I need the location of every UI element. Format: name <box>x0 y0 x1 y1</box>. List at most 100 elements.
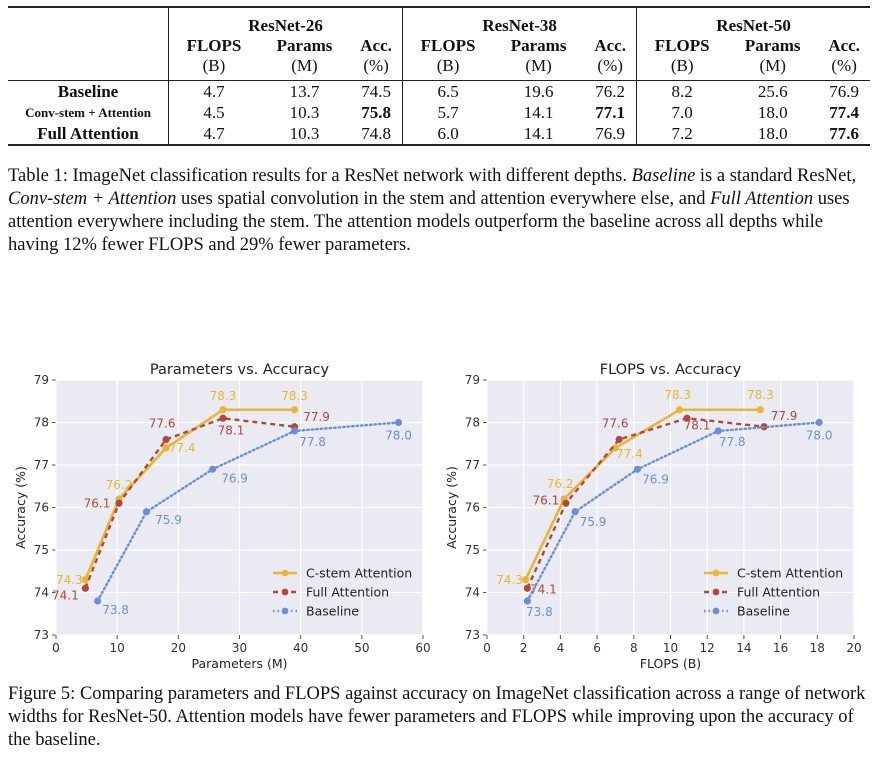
chart-svg: 73 74 75 76 77 78 79 0 2 4 6 8 10 12 14 16 18 20 FLOPS vs.… <box>444 362 862 671</box>
caption-text: uses spatial convolution in the stem and… <box>180 189 706 209</box>
x-tick-label: 16 <box>773 641 788 655</box>
x-tick-label: 50 <box>354 641 369 655</box>
data-point <box>81 576 89 584</box>
data-point <box>219 414 227 422</box>
x-tick-label: 18 <box>810 641 825 655</box>
x-tick-label: 40 <box>293 641 308 655</box>
x-tick-label: 14 <box>736 641 751 655</box>
legend-label: Baseline <box>737 604 790 619</box>
legend-marker <box>281 588 289 596</box>
caption-term: Full Attention <box>710 189 814 209</box>
data-label: 74.1 <box>52 588 79 602</box>
table-cell: 76.9 <box>818 80 870 102</box>
y-tick-label: 79 <box>34 373 49 387</box>
data-label: 78.0 <box>385 429 412 443</box>
column-header: Params (M) <box>259 36 350 81</box>
y-tick-label: 75 <box>465 543 480 557</box>
data-label: 74.3 <box>496 573 523 587</box>
data-label: 73.8 <box>102 603 129 617</box>
column-name: Acc. <box>828 36 860 55</box>
column-unit: (M) <box>525 56 552 75</box>
column-header: FLOPS (B) <box>636 36 728 81</box>
y-tick-label: 76 <box>34 501 49 515</box>
legend-label: Full Attention <box>306 585 389 600</box>
column-header: Acc. (%) <box>818 36 870 81</box>
data-label: 76.9 <box>221 471 248 485</box>
chart-title: FLOPS vs. Accuracy <box>600 362 742 378</box>
data-point <box>562 499 570 507</box>
table-caption: Table 1: ImageNet classification results… <box>8 165 866 257</box>
caption-text: uses attention everywhere including the … <box>8 189 850 255</box>
table-cell: 14.1 <box>493 123 585 146</box>
data-point <box>115 499 123 507</box>
x-tick-label: 0 <box>52 641 60 655</box>
x-tick-label: 12 <box>700 641 715 655</box>
table-row: Conv-stem + Attention 4.5 10.3 75.8 5.7 … <box>8 102 870 123</box>
data-label: 75.9 <box>580 515 607 529</box>
column-unit: (B) <box>436 56 460 75</box>
x-tick-label: 0 <box>483 641 491 655</box>
y-tick-label: 74 <box>465 586 480 600</box>
column-unit: (B) <box>670 56 694 75</box>
x-tick-label: 60 <box>415 641 430 655</box>
data-point <box>676 406 684 414</box>
table-cell: 18.0 <box>727 123 819 146</box>
data-label: 77.6 <box>149 417 176 431</box>
table-row: Full Attention 4.7 10.3 74.8 6.0 14.1 76… <box>8 123 870 146</box>
data-label: 77.4 <box>616 447 643 461</box>
table-cell: 6.0 <box>402 123 494 146</box>
table-cell: 25.6 <box>727 80 819 102</box>
table-cell: 10.3 <box>258 123 351 146</box>
x-tick-label: 20 <box>846 641 861 655</box>
x-axis-label: Parameters (M) <box>191 656 287 671</box>
data-point <box>394 418 403 427</box>
series-line-full-attention <box>84 417 295 589</box>
data-label: 77.4 <box>169 441 196 455</box>
table-cell: 4.7 <box>167 80 259 102</box>
data-label: 73.8 <box>526 605 553 619</box>
legend-marker <box>281 569 289 577</box>
table-cell: 8.2 <box>636 80 728 102</box>
column-unit: (%) <box>597 56 623 75</box>
data-label: 78.1 <box>218 423 245 437</box>
data-label: 75.9 <box>155 513 182 527</box>
data-point <box>208 465 217 473</box>
table-cell: 74.8 <box>350 123 403 146</box>
data-label: 77.8 <box>299 435 326 449</box>
caption-term: Conv-stem + Attention <box>8 189 177 209</box>
data-label: 76.1 <box>533 493 560 507</box>
data-point <box>615 435 623 444</box>
data-label: 78.1 <box>684 418 711 432</box>
column-name: Params <box>510 36 567 55</box>
data-label: 77.9 <box>303 410 330 424</box>
data-point <box>162 435 170 444</box>
network-header: ResNet-50 <box>636 6 870 36</box>
table-cell-best: 77.4 <box>829 103 859 122</box>
table-cell: 74.5 <box>350 80 403 102</box>
y-axis-label: Accuracy (%) <box>444 466 459 549</box>
data-point <box>523 597 531 605</box>
data-point <box>571 508 579 516</box>
data-point <box>633 465 642 473</box>
x-tick-label: 30 <box>232 641 247 655</box>
data-point <box>521 576 530 584</box>
column-unit: (M) <box>759 56 786 75</box>
y-tick-label: 78 <box>34 416 49 430</box>
x-tick-label: 6 <box>593 641 601 655</box>
table-cell: 14.1 <box>523 103 554 122</box>
series-line-full-attention <box>526 417 765 589</box>
data-label: 78.3 <box>210 389 237 403</box>
column-header: Acc. (%) <box>350 36 403 81</box>
y-tick-label: 75 <box>34 543 49 557</box>
data-label: 78.3 <box>747 388 774 402</box>
legend-label: Full Attention <box>737 585 820 600</box>
legend-marker <box>281 607 289 615</box>
data-point <box>142 508 151 516</box>
legend-label: C-stem Attention <box>306 566 412 581</box>
data-label: 76.9 <box>642 472 669 486</box>
data-point <box>290 427 299 435</box>
network-header: ResNet-38 <box>402 6 637 36</box>
data-point <box>81 584 89 592</box>
table-cell: 4.7 <box>167 123 259 146</box>
data-point <box>683 414 691 422</box>
